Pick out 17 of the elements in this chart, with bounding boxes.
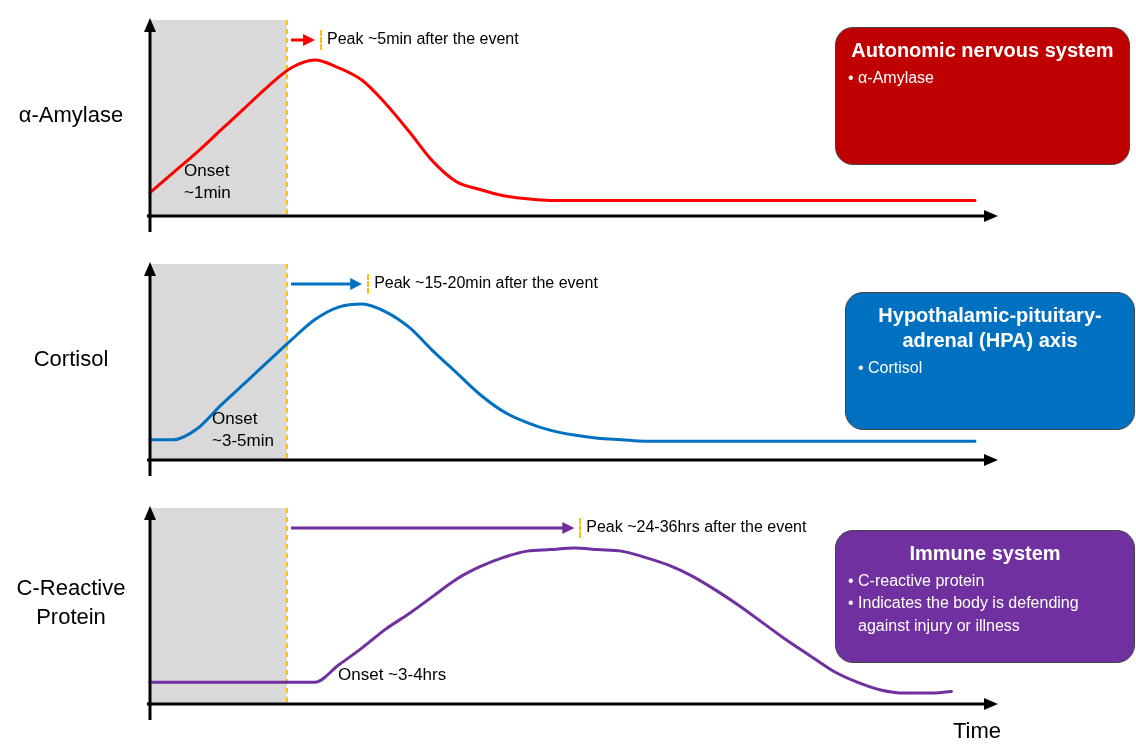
annotation: • α-Amylase — [848, 68, 935, 88]
text: Immune system — [908, 541, 1062, 566]
text: Hypothalamic-pituitary-adrenal (HPA) axis — [877, 303, 1103, 353]
y-axis-title: C-Reactive Protein — [15, 574, 127, 631]
annotation: Onset ~3-5min — [212, 409, 274, 451]
text: Peak ~5min after the event — [327, 30, 519, 48]
text: Autonomic nervous system — [850, 38, 1115, 63]
annotation: Onset ~1min — [184, 161, 231, 203]
annotation: • Cortisol — [858, 358, 924, 378]
annotation: Onset ~3-4hrs — [338, 665, 447, 684]
text: Peak ~15-20min after the event — [374, 274, 598, 292]
text: Peak ~24-36hrs after the event — [586, 518, 807, 536]
annotation: • C-reactive protein — [848, 571, 986, 591]
y-axis-title: α-Amylase — [17, 100, 125, 129]
y-axis-title: Cortisol — [32, 344, 110, 373]
x-axis-title: Time — [953, 718, 1002, 744]
annotation: • Indicates the body is defending against injury or illness — [848, 593, 1080, 636]
